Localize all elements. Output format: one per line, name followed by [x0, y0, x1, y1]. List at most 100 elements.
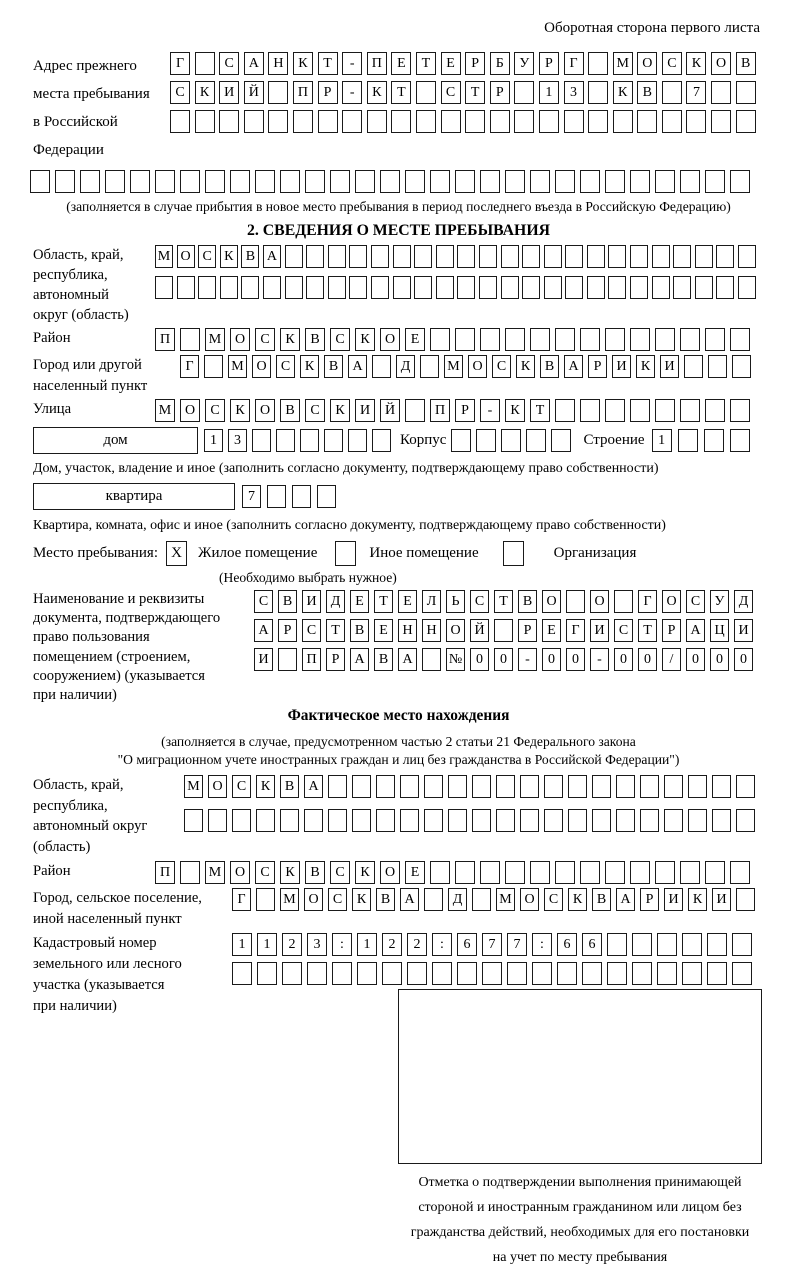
char-cell[interactable]	[327, 276, 346, 299]
char-cell[interactable]	[476, 429, 497, 452]
char-cell[interactable]	[716, 276, 735, 299]
char-cell[interactable]	[707, 933, 727, 957]
char-cell[interactable]	[278, 648, 297, 671]
char-cell[interactable]	[366, 110, 387, 133]
char-cell[interactable]	[130, 170, 150, 193]
char-cell[interactable]: О	[180, 399, 200, 422]
char-cell[interactable]: А	[243, 52, 264, 75]
char-cell[interactable]: Р	[317, 81, 338, 104]
char-cell[interactable]: М	[184, 775, 203, 799]
char-cell[interactable]: Л	[422, 590, 441, 613]
char-cell[interactable]	[455, 328, 475, 351]
char-cell[interactable]	[455, 170, 475, 193]
char-cell[interactable]: С	[470, 590, 489, 613]
char-cell[interactable]	[555, 170, 575, 193]
char-cell[interactable]	[230, 170, 250, 193]
char-cell[interactable]: В	[376, 888, 395, 912]
char-cell[interactable]: Ц	[710, 619, 729, 642]
char-cell[interactable]: -	[480, 399, 500, 422]
char-cell[interactable]: М	[612, 52, 633, 75]
char-cell[interactable]: И	[219, 81, 240, 104]
char-cell[interactable]	[489, 110, 510, 133]
char-cell[interactable]	[680, 328, 700, 351]
char-cell[interactable]: Й	[470, 619, 489, 642]
char-cell[interactable]	[680, 170, 700, 193]
char-cell[interactable]: И	[302, 590, 321, 613]
char-cell[interactable]: 1	[651, 429, 672, 452]
char-cell[interactable]: 6	[557, 933, 577, 957]
char-cell[interactable]	[180, 328, 200, 351]
char-cell[interactable]	[640, 775, 659, 799]
char-cell[interactable]: К	[292, 52, 313, 75]
char-cell[interactable]	[605, 399, 625, 422]
char-cell[interactable]: С	[255, 861, 275, 885]
char-cell[interactable]	[372, 429, 391, 452]
char-cell[interactable]	[568, 775, 587, 799]
char-cell[interactable]	[348, 429, 367, 452]
char-cell[interactable]	[673, 276, 692, 299]
char-cell[interactable]	[317, 110, 338, 133]
char-cell[interactable]: В	[735, 52, 756, 75]
char-cell[interactable]	[655, 170, 675, 193]
char-cell[interactable]	[407, 962, 427, 986]
char-cell[interactable]	[688, 809, 707, 833]
char-cell[interactable]: Г	[232, 888, 251, 912]
char-cell[interactable]: С	[305, 399, 325, 422]
char-cell[interactable]: :	[432, 933, 452, 957]
char-cell[interactable]	[605, 170, 625, 193]
char-cell[interactable]: Е	[405, 328, 425, 351]
char-cell[interactable]	[370, 245, 389, 268]
char-cell[interactable]	[736, 888, 755, 912]
char-cell[interactable]	[522, 245, 541, 268]
char-cell[interactable]	[415, 110, 436, 133]
char-cell[interactable]	[630, 328, 650, 351]
char-cell[interactable]	[435, 276, 454, 299]
char-cell[interactable]	[705, 861, 725, 885]
char-cell[interactable]	[630, 170, 650, 193]
char-cell[interactable]: Р	[278, 619, 297, 642]
char-cell[interactable]	[355, 170, 375, 193]
char-cell[interactable]	[448, 775, 467, 799]
char-cell[interactable]	[262, 276, 281, 299]
char-cell[interactable]: 3	[228, 429, 247, 452]
char-cell[interactable]: Р	[455, 399, 475, 422]
char-cell[interactable]	[732, 355, 751, 378]
char-cell[interactable]	[204, 355, 223, 378]
char-cell[interactable]: О	[230, 328, 250, 351]
char-cell[interactable]: К	[505, 399, 525, 422]
char-cell[interactable]	[282, 962, 302, 986]
char-cell[interactable]: С	[614, 619, 633, 642]
char-cell[interactable]: О	[637, 52, 658, 75]
char-cell[interactable]	[414, 245, 433, 268]
char-cell[interactable]	[543, 276, 562, 299]
char-cell[interactable]: О	[380, 861, 400, 885]
char-cell[interactable]: Й	[243, 81, 264, 104]
char-cell[interactable]	[555, 399, 575, 422]
char-cell[interactable]	[241, 276, 260, 299]
char-cell[interactable]: В	[280, 399, 300, 422]
char-cell[interactable]: Р	[518, 619, 537, 642]
char-cell[interactable]	[544, 809, 563, 833]
char-cell[interactable]: :	[332, 933, 352, 957]
char-cell[interactable]: 1	[204, 429, 223, 452]
char-cell[interactable]	[304, 809, 323, 833]
char-cell[interactable]: 0	[566, 648, 585, 671]
char-cell[interactable]: П	[292, 81, 313, 104]
char-cell[interactable]	[430, 170, 450, 193]
char-cell[interactable]: О	[711, 52, 732, 75]
char-cell[interactable]	[694, 245, 713, 268]
char-cell[interactable]: Й	[380, 399, 400, 422]
char-cell[interactable]	[612, 110, 633, 133]
char-cell[interactable]: К	[568, 888, 587, 912]
char-cell[interactable]	[736, 809, 755, 833]
char-cell[interactable]	[614, 590, 633, 613]
char-cell[interactable]: Н	[422, 619, 441, 642]
char-cell[interactable]	[105, 170, 125, 193]
char-cell[interactable]: 2	[407, 933, 427, 957]
char-cell[interactable]	[605, 328, 625, 351]
char-cell[interactable]: Е	[374, 619, 393, 642]
char-cell[interactable]	[300, 429, 319, 452]
char-cell[interactable]: И	[712, 888, 731, 912]
char-cell[interactable]	[276, 429, 295, 452]
char-cell[interactable]	[472, 775, 491, 799]
